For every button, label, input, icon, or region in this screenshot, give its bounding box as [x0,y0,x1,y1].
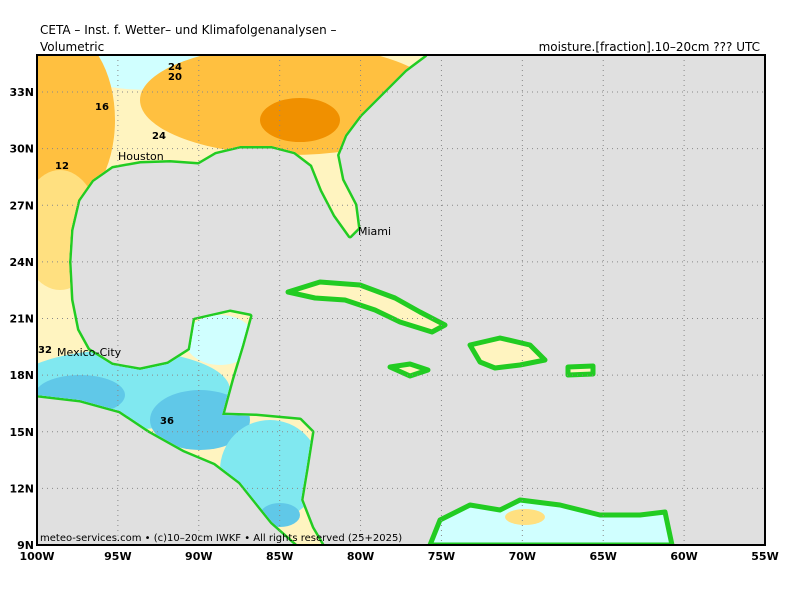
lon-label: 90W [185,550,212,563]
header-right-unit: [fraction] [595,40,650,54]
contour-label: 20 [168,72,182,83]
contour-label: 32 [38,345,52,356]
lat-label: 18N [9,369,34,382]
contour-label: 16 [95,102,109,113]
lat-label: 12N [9,482,34,495]
city-label: Miami [358,225,391,238]
lon-label: 65W [589,550,616,563]
hispaniola [467,335,548,371]
city-label: Houston [118,150,164,163]
lat-label: 21N [9,313,34,326]
header-right-prefix: moisture. [539,40,596,54]
lon-label: 60W [670,550,697,563]
contour-label: 24 [168,62,182,73]
contour-label: 36 [160,416,174,427]
south-america [427,497,675,545]
lat-label: 27N [9,199,34,212]
lat-label: 15N [9,426,34,439]
footer-credit: meteo-services.com • (c)10–20cm IWKF • A… [40,533,402,544]
lon-label: 85W [266,550,293,563]
lat-label: 9N [17,539,34,552]
lon-label: 55W [751,550,778,563]
header-right: moisture.[fraction].10–20cm ??? UTC [539,40,760,54]
cuba [285,279,448,335]
lat-label: 24N [9,256,34,269]
graticule [37,55,765,545]
islands [285,279,675,545]
contour-label: 24 [152,131,166,142]
city-label: Mexico-City [57,346,122,359]
lon-label: 80W [347,550,374,563]
map-area [37,55,765,545]
jamaica [387,361,431,379]
lon-label: 70W [509,550,536,563]
lon-label: 100W [19,550,54,563]
puerto-rico [565,363,596,378]
lat-label: 33N [9,86,34,99]
lon-label: 95W [104,550,131,563]
header-right-suffix: .10–20cm ??? UTC [651,40,760,54]
lat-label: 30N [9,143,34,156]
map-frame [36,54,766,546]
sa-dry-patch [505,509,545,525]
contour-label: 12 [55,161,69,172]
header-title: CETA – Inst. f. Wetter– und Klimafolgena… [40,23,337,37]
header-left: Volumetric [40,40,104,54]
lon-label: 75W [428,550,455,563]
